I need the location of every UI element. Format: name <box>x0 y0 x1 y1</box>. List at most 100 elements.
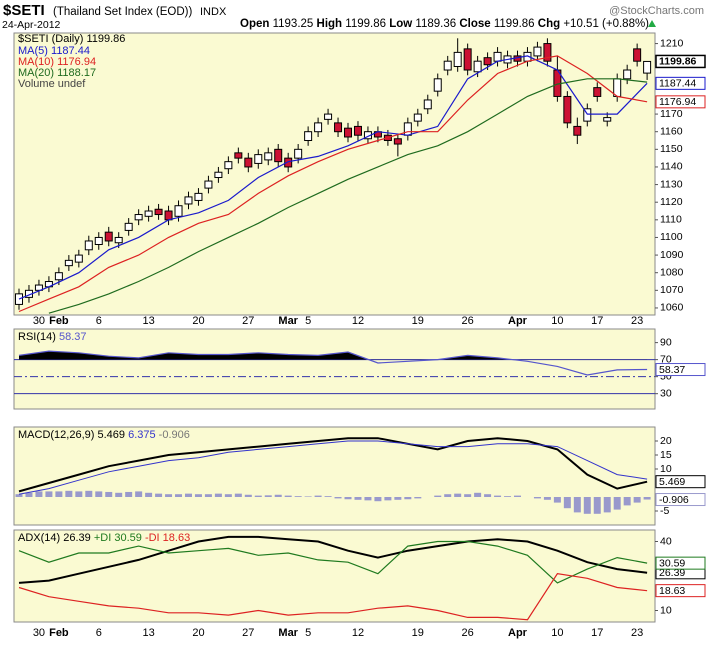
legend-item: -0.906 <box>159 429 190 441</box>
x-tick-label: 30 <box>33 627 45 639</box>
histogram-bar <box>135 491 143 497</box>
candle-body <box>573 125 582 136</box>
legend-item: +DI <box>94 532 111 544</box>
histogram-bar <box>354 497 362 500</box>
histogram-bar <box>45 491 53 497</box>
legend-item: 6.375 <box>128 429 156 441</box>
candle-body <box>393 138 402 145</box>
x-tick-label: Apr <box>508 315 528 327</box>
candle-body <box>124 222 133 231</box>
candle-body <box>84 240 93 251</box>
value-box <box>655 363 706 377</box>
y-tick-label: 10 <box>660 604 672 616</box>
candle-body <box>443 60 452 71</box>
histogram-bar <box>613 497 621 510</box>
y-tick-label: 1160 <box>660 125 683 137</box>
panel-background <box>13 426 656 526</box>
candle-body <box>114 236 123 244</box>
histogram-bar <box>444 494 452 497</box>
value-box-label: 26.39 <box>659 567 685 579</box>
histogram-bar <box>125 491 133 497</box>
candle-body <box>304 131 313 142</box>
label: Low <box>389 18 412 30</box>
candle-body <box>174 205 183 217</box>
value-box <box>655 493 706 507</box>
y-tick-label: 1130 <box>660 178 683 190</box>
panel-legend: MA(5) 1187.44 <box>18 45 90 57</box>
series-line <box>18 350 648 376</box>
legend-item: MACD(12,26,9) <box>18 429 94 441</box>
histogram-bar <box>553 497 561 503</box>
candle-body <box>583 108 592 122</box>
histogram-bar <box>234 493 242 497</box>
candle-body <box>593 87 602 97</box>
y-tick-label: 1170 <box>660 108 683 120</box>
histogram-bar <box>533 497 541 499</box>
x-tick-label: Feb <box>49 315 69 327</box>
candle-body <box>473 60 482 73</box>
series-line <box>18 573 648 621</box>
candle-body <box>184 196 193 205</box>
histogram-bar <box>145 492 153 497</box>
y-tick-label: 10 <box>660 463 672 475</box>
candle-body <box>403 122 412 136</box>
x-tick-label: 13 <box>142 627 154 639</box>
histogram-bar <box>514 495 521 497</box>
candle-body <box>104 231 113 242</box>
y-tick-label: 20 <box>660 435 672 447</box>
histogram-bar <box>115 492 123 497</box>
x-tick-label: 17 <box>591 627 603 639</box>
candle-body <box>234 152 243 159</box>
histogram-bar <box>25 492 33 497</box>
y-tick-label: 1210 <box>660 37 684 49</box>
label: Open <box>240 18 269 30</box>
panel-legend: RSI(14) 58.37 <box>18 331 87 343</box>
histogram-bar <box>165 494 173 497</box>
candle-body <box>154 208 163 216</box>
y-tick-label: 30 <box>660 387 672 399</box>
candle-body <box>274 148 283 163</box>
x-tick-label: 10 <box>551 627 563 639</box>
label: Close <box>459 18 490 30</box>
legend-item: ADX(14) <box>18 532 60 544</box>
histogram-bar <box>175 494 183 497</box>
series-line <box>48 78 648 314</box>
value-box-label: 5.469 <box>659 476 685 488</box>
candle-body <box>344 127 353 138</box>
candle-body <box>453 51 462 67</box>
histogram-bar <box>95 491 103 497</box>
series-line <box>18 440 648 495</box>
histogram-bar <box>85 490 93 497</box>
histogram-bar <box>434 495 442 497</box>
x-tick-label: 10 <box>551 315 563 327</box>
plot-area <box>18 535 648 621</box>
legend-item: $SETI (Daily) <box>18 33 83 45</box>
histogram-bar <box>643 497 651 500</box>
histogram-bar <box>623 497 631 506</box>
candle-body <box>314 122 323 133</box>
histogram-bar <box>603 497 611 513</box>
legend-item: MA(10) <box>18 56 54 68</box>
value-box <box>655 76 706 90</box>
value-box-label: -0.906 <box>659 494 689 506</box>
histogram-bar <box>344 497 352 500</box>
x-tick-label: 20 <box>192 315 204 327</box>
candle-body <box>563 95 572 124</box>
candle-body <box>144 210 153 217</box>
value-box <box>655 475 706 489</box>
series-line <box>18 55 648 313</box>
x-tick-label: 19 <box>412 627 424 639</box>
histogram-bar <box>204 494 212 497</box>
histogram-bar <box>314 495 322 497</box>
x-tick-label: 23 <box>631 627 643 639</box>
x-tick-label: 26 <box>462 315 474 327</box>
histogram-bar <box>264 495 272 497</box>
x-tick-label: 5 <box>305 315 311 327</box>
histogram-bar <box>15 494 23 497</box>
histogram-bar <box>394 497 402 500</box>
value-box-label: 30.59 <box>659 557 685 569</box>
x-tick-label: 12 <box>352 627 364 639</box>
histogram-bar <box>274 494 282 497</box>
histogram-bar <box>214 493 222 497</box>
y-tick-label: 1080 <box>660 266 684 278</box>
